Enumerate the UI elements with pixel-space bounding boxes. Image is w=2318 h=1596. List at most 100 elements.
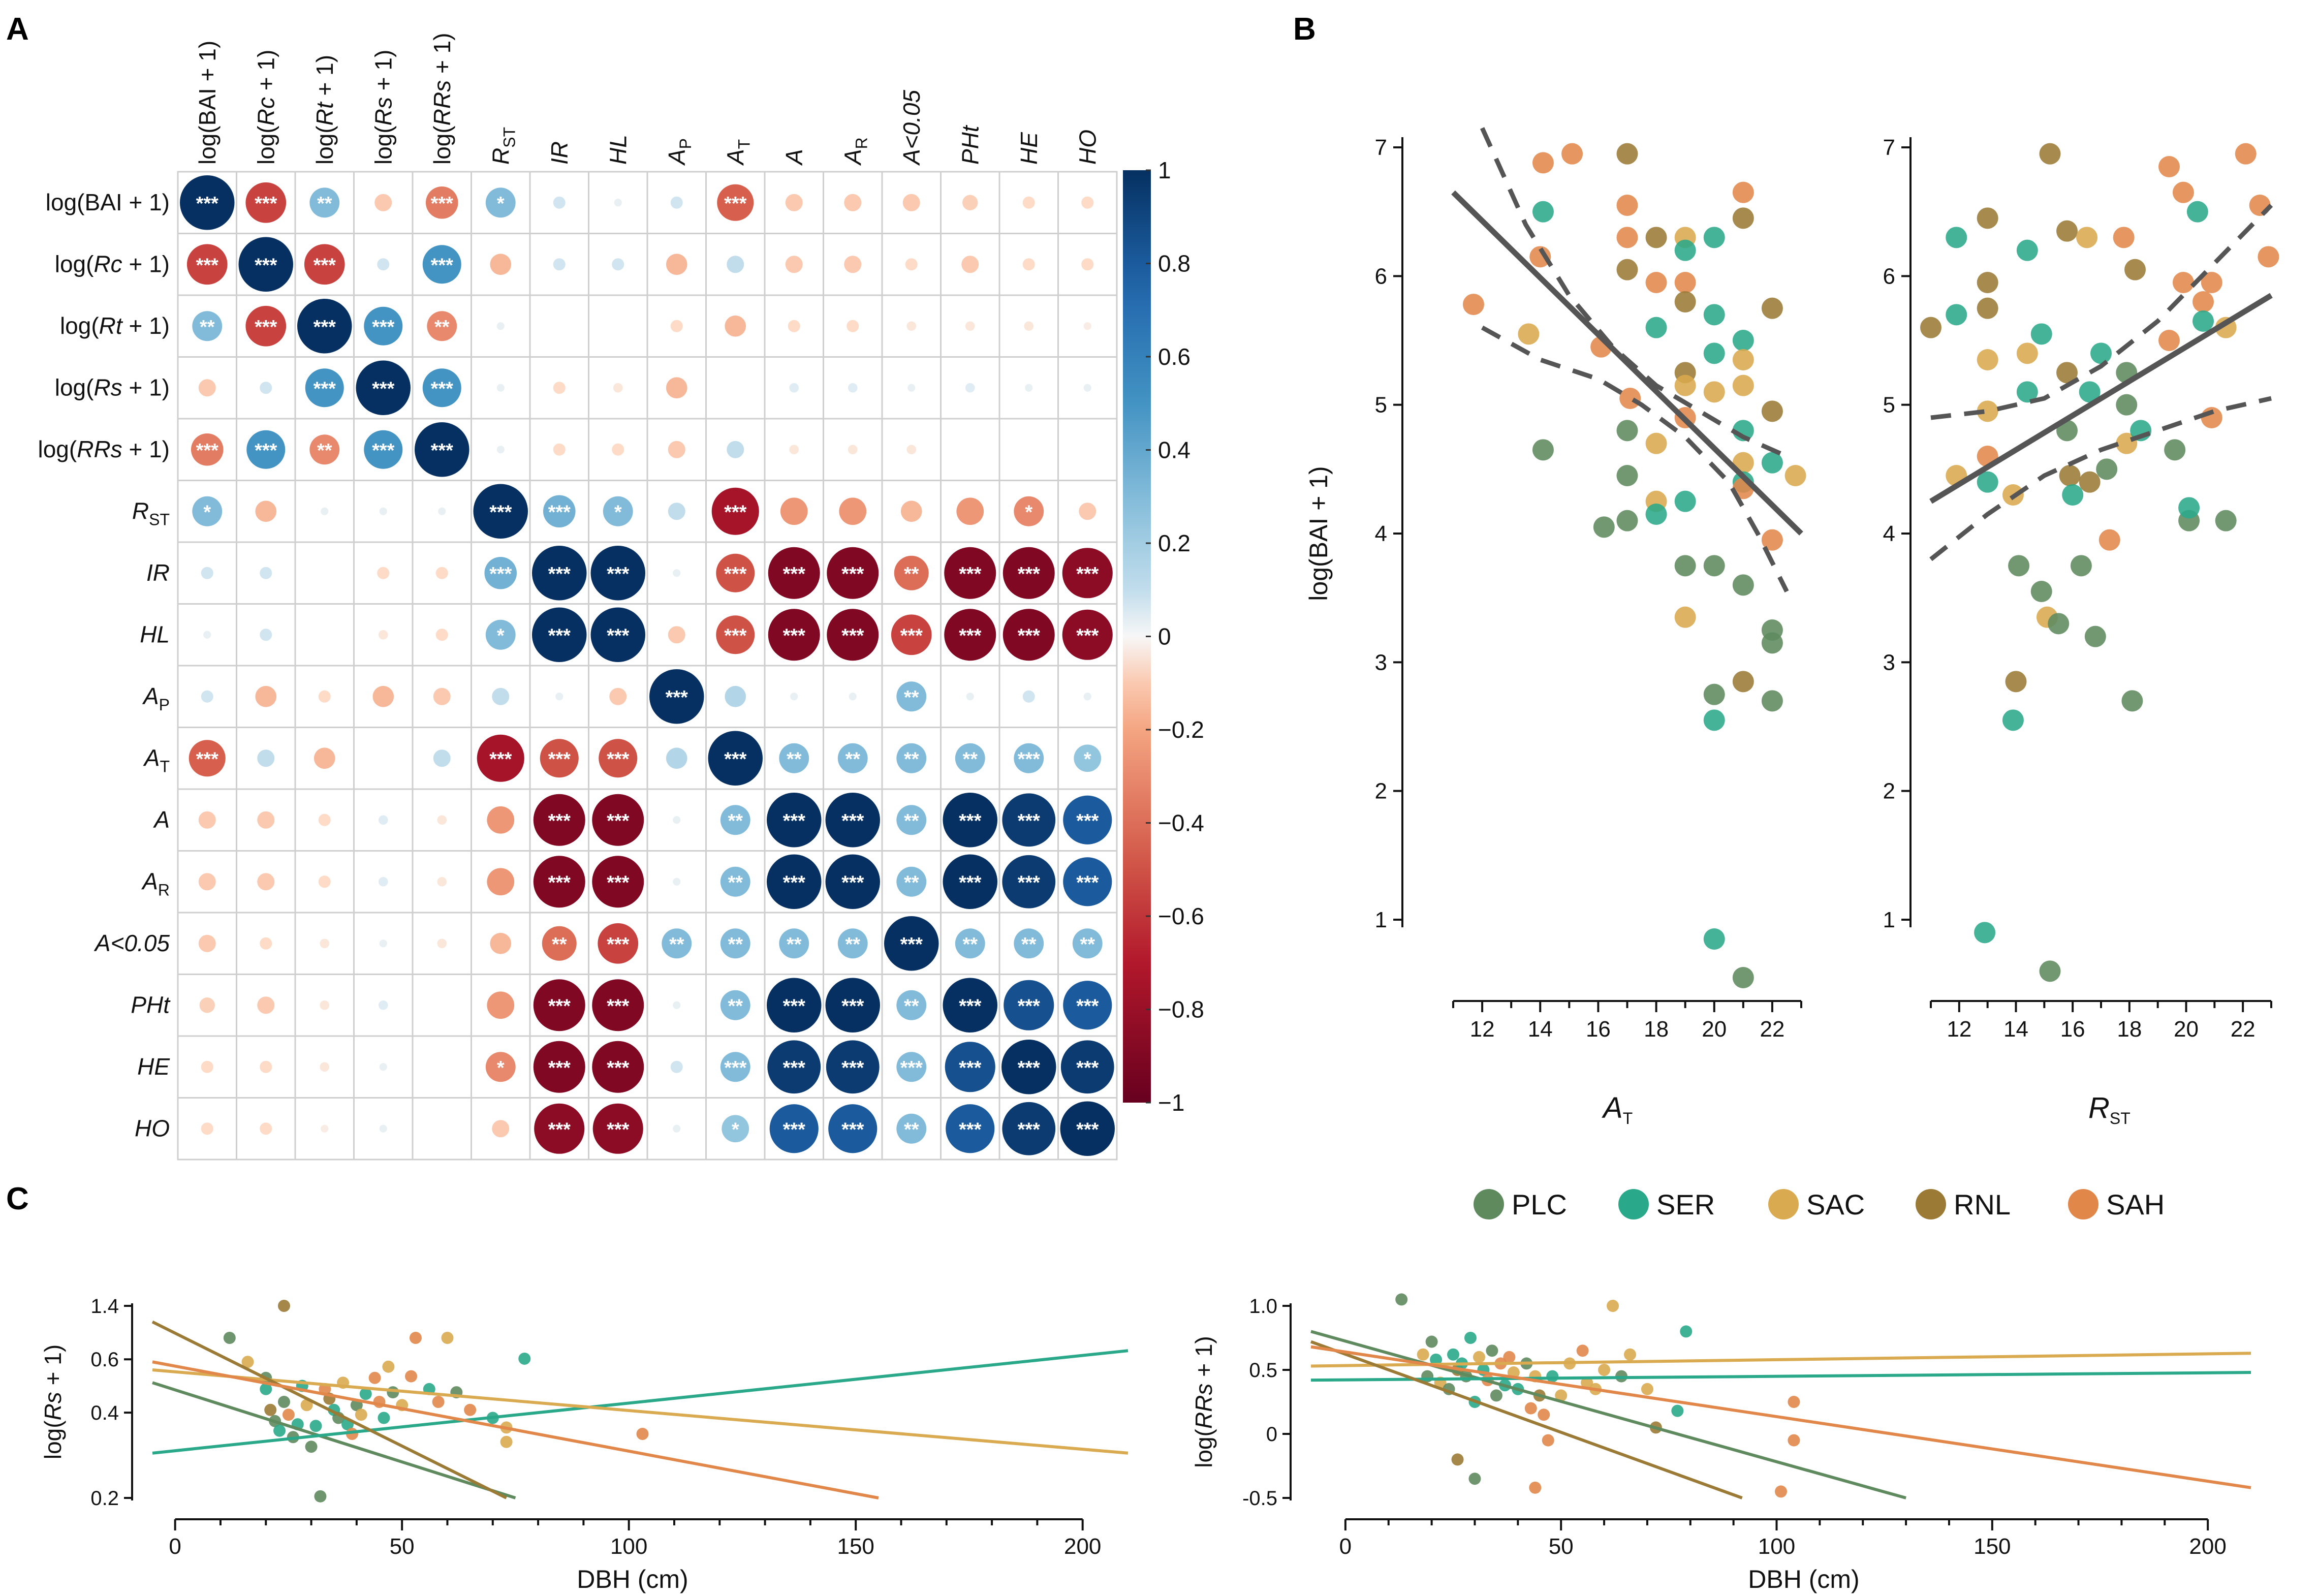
corr-circle (668, 441, 685, 458)
point-rnl (1732, 207, 1754, 229)
corr-circle (356, 360, 411, 415)
regression-line-sah (1310, 1345, 2251, 1489)
x-tick-label: 18 (1644, 1017, 1669, 1042)
x-tick-label: 100 (610, 1534, 647, 1559)
corr-circle (896, 866, 927, 897)
row-label: IR (146, 559, 170, 586)
corr-circle (496, 322, 505, 330)
corr-circle (720, 1052, 750, 1082)
corr-circle (592, 856, 644, 908)
corr-circle (905, 258, 918, 271)
significance-label: *** (783, 564, 806, 585)
corr-circle (847, 320, 859, 332)
point-ser (273, 1424, 286, 1437)
point-ser (2090, 342, 2112, 364)
y-tick-label: 2 (1883, 779, 1895, 804)
corr-circle (1002, 793, 1056, 847)
point-sah (2258, 246, 2279, 268)
corr-circle (1025, 384, 1033, 392)
point-sac (1732, 349, 1754, 370)
point-sah (1674, 272, 1696, 293)
x-tick-label: 50 (390, 1534, 415, 1559)
corr-circle (673, 878, 681, 886)
point-sah (1532, 152, 1554, 174)
point-sac (1674, 606, 1696, 628)
point-ser (1732, 330, 1754, 351)
x-axis-label: DBH (cm) (1748, 1565, 1859, 1593)
corr-circle (487, 806, 515, 834)
svg-text:HO: HO (1074, 130, 1101, 165)
corr-circle (257, 749, 275, 767)
significance-label: *** (607, 625, 630, 646)
svg-text:PHt: PHt (957, 124, 983, 165)
significance-label: *** (548, 625, 571, 646)
y-tick-label: 5 (1375, 393, 1387, 418)
significance-label: *** (959, 625, 982, 646)
point-ser (1671, 1404, 1684, 1417)
y-tick-label: 4 (1883, 521, 1895, 546)
point-sah (1529, 1481, 1542, 1494)
significance-label: ** (728, 995, 743, 1017)
significance-label: *** (314, 317, 336, 338)
significance-label: ** (904, 564, 919, 585)
significance-label: *** (314, 255, 336, 276)
point-plc (277, 1396, 290, 1408)
significance-label: *** (841, 810, 864, 832)
corr-circle (485, 187, 516, 218)
corr-circle (1081, 196, 1094, 209)
significance-label: ** (962, 934, 978, 955)
column-label: A (781, 149, 807, 166)
corr-circle (1083, 693, 1091, 701)
significance-label: * (614, 502, 622, 523)
point-rnl (1977, 297, 1998, 319)
significance-label: *** (959, 564, 982, 585)
colorbar-tick-label: −0.8 (1158, 996, 1204, 1023)
corr-circle (320, 1062, 330, 1072)
significance-label: ** (845, 934, 860, 955)
significance-label: *** (724, 1057, 747, 1079)
point-sah (1788, 1434, 1800, 1447)
significance-label: *** (1018, 748, 1041, 770)
corr-circle (378, 815, 388, 825)
x-tick-label: 20 (1702, 1017, 1727, 1042)
significance-label: *** (841, 1119, 864, 1140)
corr-circle (473, 484, 528, 539)
corr-circle (180, 175, 235, 230)
svg-text:A: A (781, 149, 807, 166)
corr-circle (555, 693, 563, 701)
x-tick-label: 18 (2117, 1017, 2142, 1042)
corr-circle (364, 430, 403, 469)
x-tick-label: 200 (1064, 1534, 1101, 1559)
corr-circle (827, 547, 879, 599)
corr-circle (961, 256, 979, 273)
significance-label: * (1025, 502, 1032, 523)
point-sah (2158, 156, 2180, 177)
svg-text:log(RRs + 1): log(RRs + 1) (429, 33, 455, 165)
point-sah (1561, 143, 1583, 165)
significance-label: *** (1018, 810, 1041, 832)
significance-label: ** (904, 748, 919, 770)
significance-label: * (497, 193, 505, 214)
point-rnl (2124, 259, 2146, 280)
corr-circle (533, 1041, 585, 1093)
corr-circle (668, 626, 685, 644)
point-sac (1518, 323, 1540, 345)
significance-label: *** (783, 810, 806, 832)
corr-circle (612, 258, 624, 271)
point-ser (1674, 490, 1696, 512)
point-sah (1788, 1396, 1800, 1408)
corr-circle (943, 854, 997, 909)
corr-circle (364, 306, 403, 346)
svg-text:log(RRs + 1): log(RRs + 1) (1191, 1336, 1217, 1468)
corr-circle (540, 739, 579, 778)
corr-circle (257, 873, 275, 891)
significance-label: ** (317, 440, 332, 461)
corr-circle (533, 856, 585, 908)
y-tick-label: 7 (1375, 135, 1387, 160)
point-ser (309, 1420, 322, 1432)
corr-circle (767, 1040, 821, 1094)
panel-label-c: C (6, 1181, 29, 1216)
x-tick-label: 16 (2060, 1017, 2085, 1042)
significance-label: *** (607, 810, 630, 832)
column-label: log(Rs + 1) (370, 50, 396, 165)
